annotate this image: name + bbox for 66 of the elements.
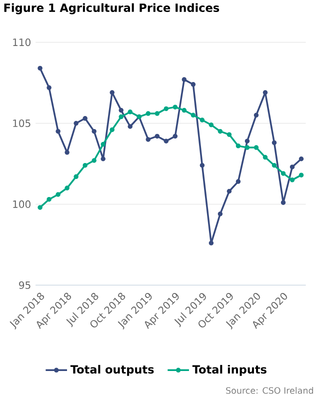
point	[146, 111, 151, 116]
point	[154, 134, 160, 139]
y-tick-label: 100	[13, 200, 30, 208]
point	[244, 145, 250, 150]
point	[254, 112, 259, 118]
point	[154, 111, 160, 116]
point	[128, 124, 133, 129]
point	[92, 158, 96, 163]
point	[236, 179, 241, 184]
point	[298, 156, 304, 162]
point	[82, 162, 88, 168]
point	[298, 172, 304, 178]
legend-label: Total inputs	[192, 364, 266, 376]
point	[272, 162, 277, 168]
point	[146, 137, 151, 142]
point	[100, 142, 106, 147]
point	[218, 212, 223, 216]
point	[110, 90, 114, 95]
point	[56, 128, 60, 134]
point	[208, 122, 214, 128]
point	[38, 66, 42, 71]
point	[100, 156, 106, 162]
point	[128, 110, 133, 114]
point	[164, 138, 169, 144]
point	[164, 106, 169, 112]
point	[38, 205, 42, 210]
y-tick-label: 95	[19, 281, 30, 289]
point	[200, 118, 205, 122]
point	[190, 82, 196, 87]
point	[118, 108, 124, 113]
point	[172, 104, 178, 110]
y-tick-label: 105	[13, 119, 30, 128]
source-note: Source: CSO Ireland	[226, 387, 314, 394]
point	[280, 171, 286, 176]
point	[218, 128, 223, 134]
point	[262, 90, 268, 95]
y-tick-label: 110	[13, 38, 30, 46]
point	[92, 128, 96, 134]
point	[200, 162, 205, 168]
point	[290, 178, 295, 182]
legend-label: Total outputs	[70, 364, 154, 376]
point	[46, 85, 52, 90]
point	[82, 116, 88, 121]
point	[182, 108, 187, 113]
point	[226, 132, 232, 137]
point	[208, 240, 214, 246]
point	[190, 112, 196, 118]
point	[254, 145, 259, 150]
point	[272, 140, 277, 146]
chart-title: Figure 1 Agricultural Price Indices	[4, 3, 220, 14]
point	[290, 164, 295, 170]
point	[118, 114, 124, 120]
point	[56, 192, 60, 197]
point	[226, 188, 232, 194]
point	[64, 150, 70, 155]
point	[236, 144, 241, 148]
point	[46, 196, 52, 202]
point	[64, 186, 70, 190]
point	[262, 154, 268, 160]
point	[182, 77, 187, 82]
point	[74, 120, 78, 126]
point	[110, 127, 114, 132]
point	[172, 134, 178, 139]
point	[244, 138, 250, 144]
point	[280, 200, 286, 205]
point	[74, 174, 78, 180]
